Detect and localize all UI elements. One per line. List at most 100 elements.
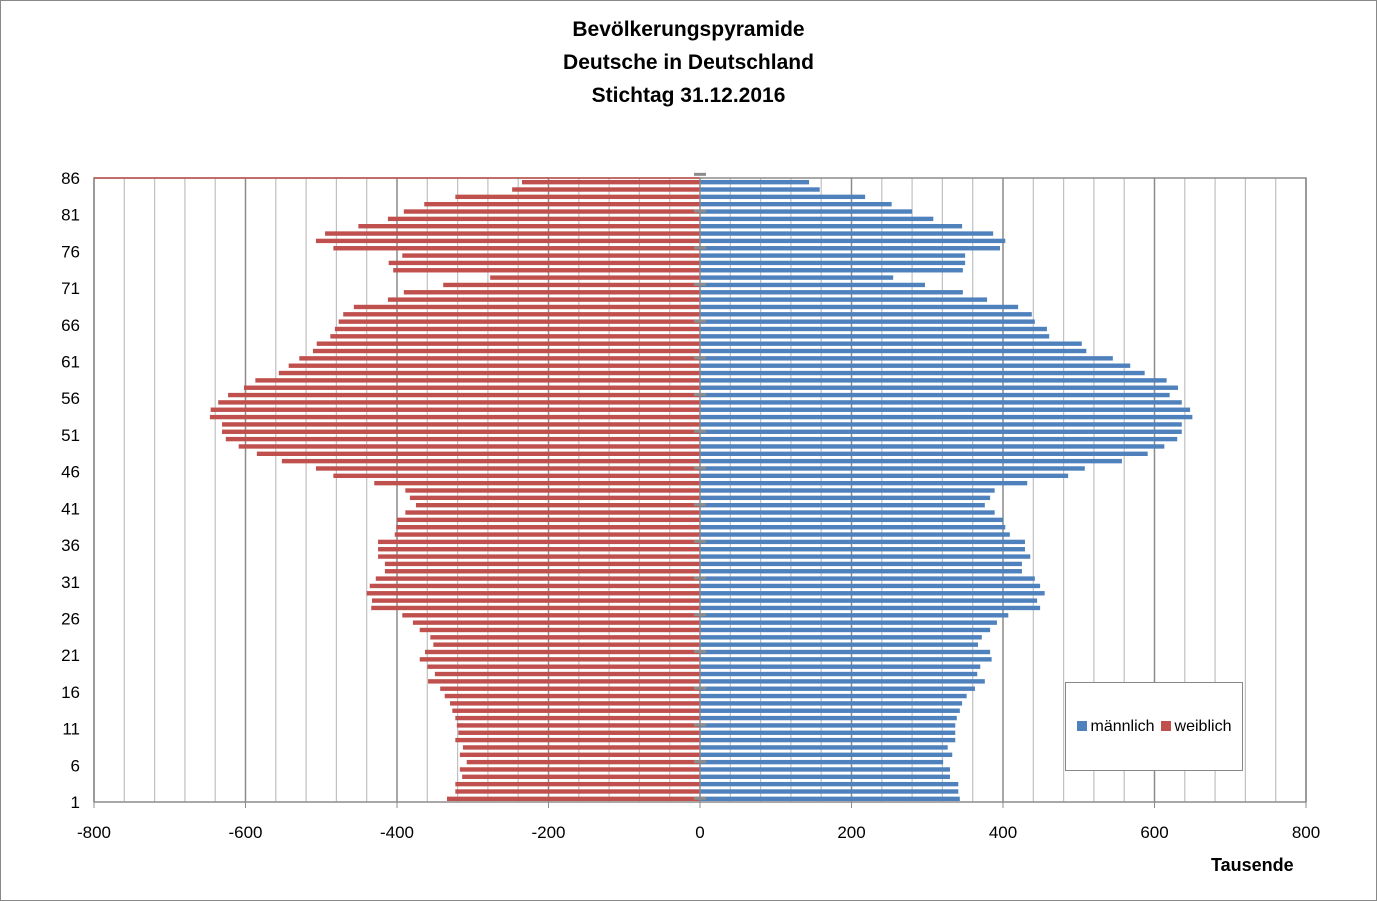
bar-male — [700, 436, 1178, 442]
y-tick-label: 21 — [61, 646, 80, 665]
bar-female — [512, 187, 700, 192]
y-tick-label: 71 — [61, 279, 80, 298]
bar-male — [700, 444, 1165, 449]
bar-male — [700, 605, 1041, 611]
bar-female — [218, 400, 701, 405]
legend: männlich weiblich — [1065, 682, 1243, 771]
bar-female — [466, 759, 700, 765]
bar-female — [225, 436, 700, 442]
bar-female — [288, 363, 700, 368]
bar-male — [700, 701, 963, 706]
bar-female — [243, 385, 701, 390]
bar-male — [700, 737, 956, 743]
bar-male — [700, 466, 1085, 471]
y-tick-label: 56 — [61, 389, 80, 408]
bar-male — [700, 693, 967, 699]
y-tick-label: 6 — [71, 756, 80, 775]
bar-female — [424, 201, 700, 207]
bar-female — [338, 319, 700, 324]
bar-female — [333, 246, 700, 251]
bar-female — [455, 789, 700, 794]
bar-female — [228, 392, 700, 398]
bar-female — [387, 297, 700, 302]
y-tick-label: 81 — [61, 206, 80, 225]
bar-female — [388, 260, 700, 266]
bar-female — [490, 275, 700, 280]
bar-female — [462, 774, 700, 780]
y-tick-label: 16 — [61, 683, 80, 702]
bar-male — [700, 370, 1145, 376]
bar-male — [700, 187, 820, 192]
bar-male — [700, 488, 995, 493]
bar-female — [419, 627, 700, 633]
bar-male — [700, 671, 978, 677]
bar-female — [333, 473, 700, 479]
bar-female — [384, 569, 700, 574]
bar-male — [700, 326, 1047, 332]
bar-male — [700, 723, 956, 728]
y-tick-label: 36 — [61, 536, 80, 555]
bar-male — [700, 708, 960, 713]
bar-female — [427, 664, 700, 669]
bar-male — [700, 473, 1069, 479]
bar-female — [374, 480, 700, 486]
bar-female — [299, 356, 700, 361]
bar-male — [700, 201, 892, 207]
bar-male — [700, 532, 1010, 537]
bar-female — [358, 224, 700, 229]
bar-female — [458, 730, 700, 735]
y-tick-label: 61 — [61, 353, 80, 372]
bar-female — [455, 194, 700, 200]
bar-female — [403, 209, 700, 214]
bar-male — [700, 363, 1131, 368]
x-tick-label: -200 — [531, 823, 565, 842]
bar-male — [700, 495, 991, 501]
bar-female — [353, 304, 700, 310]
bar-male — [700, 451, 1148, 456]
bar-male — [700, 569, 1022, 574]
y-tick-label: 66 — [61, 316, 80, 335]
bar-male — [700, 510, 995, 515]
bar-male — [700, 356, 1113, 361]
bar-male — [700, 686, 975, 691]
bar-female — [315, 238, 700, 244]
bar-female — [443, 282, 700, 288]
bar-female — [425, 649, 700, 655]
bar-female — [402, 613, 700, 618]
bar-male — [700, 774, 950, 780]
bar-male — [700, 253, 966, 258]
y-tick-label: 1 — [71, 793, 80, 812]
bar-male — [700, 194, 866, 200]
bar-female — [459, 767, 700, 772]
bar-female — [371, 605, 700, 611]
bar-female — [450, 701, 700, 706]
x-tick-label: 400 — [989, 823, 1017, 842]
bar-male — [700, 789, 959, 794]
chart-title-line3: Stichtag 31.12.2016 — [591, 84, 786, 107]
bar-male — [700, 525, 1006, 530]
bar-female — [222, 429, 700, 434]
bar-male — [700, 378, 1167, 383]
legend-item-male: männlich — [1076, 718, 1155, 736]
bar-male — [700, 429, 1182, 434]
bar-male — [700, 216, 934, 222]
legend-item-female: weiblich — [1160, 718, 1231, 736]
bar-female — [238, 444, 700, 449]
bar-female — [278, 370, 700, 376]
bar-female — [334, 326, 700, 332]
y-tick-label: 46 — [61, 463, 80, 482]
bar-female — [316, 341, 700, 346]
legend-swatch-male — [1076, 720, 1087, 731]
bar-female — [446, 796, 700, 802]
bar-male — [700, 613, 1009, 618]
bar-female — [412, 620, 700, 625]
bar-male — [700, 304, 1019, 310]
bar-female — [325, 231, 700, 236]
y-tick-label: 51 — [61, 426, 80, 445]
bar-male — [700, 561, 1022, 567]
bar-male — [700, 407, 1191, 412]
bar-female — [403, 290, 700, 295]
bar-female — [281, 458, 700, 464]
bar-female — [372, 598, 700, 603]
bar-male — [700, 752, 953, 757]
